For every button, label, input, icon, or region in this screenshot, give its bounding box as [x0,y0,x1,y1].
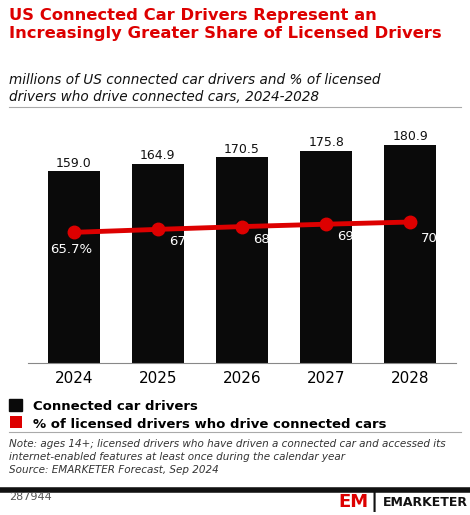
Text: 67.2%: 67.2% [169,235,211,248]
Text: 170.5: 170.5 [224,143,260,156]
Text: 68.6%: 68.6% [253,233,295,246]
Text: Note: ages 14+; licensed drivers who have driven a connected car and accessed it: Note: ages 14+; licensed drivers who hav… [9,439,446,475]
Text: 69.8%: 69.8% [337,230,379,243]
Text: EM: EM [338,493,368,511]
Text: 65.7%: 65.7% [50,243,92,256]
Text: 180.9: 180.9 [392,130,428,143]
Text: |: | [370,492,377,512]
Legend: Connected car drivers, % of licensed drivers who drive connected cars: Connected car drivers, % of licensed dri… [9,399,386,431]
Bar [132,164,184,363]
Bar [384,145,437,363]
Text: US Connected Car Drivers Represent an
Increasingly Greater Share of Licensed Dri: US Connected Car Drivers Represent an In… [9,8,442,41]
Text: 287944: 287944 [9,492,52,502]
Text: EMARKETER: EMARKETER [383,495,468,509]
Text: 159.0: 159.0 [56,157,92,169]
Bar [47,171,100,363]
Text: millions of US connected car drivers and % of licensed
drivers who drive connect: millions of US connected car drivers and… [9,73,381,105]
Text: 70.9%: 70.9% [421,232,463,245]
Text: 175.8: 175.8 [308,136,344,149]
Text: 164.9: 164.9 [140,149,176,162]
Bar [300,151,352,363]
Bar [216,158,268,363]
